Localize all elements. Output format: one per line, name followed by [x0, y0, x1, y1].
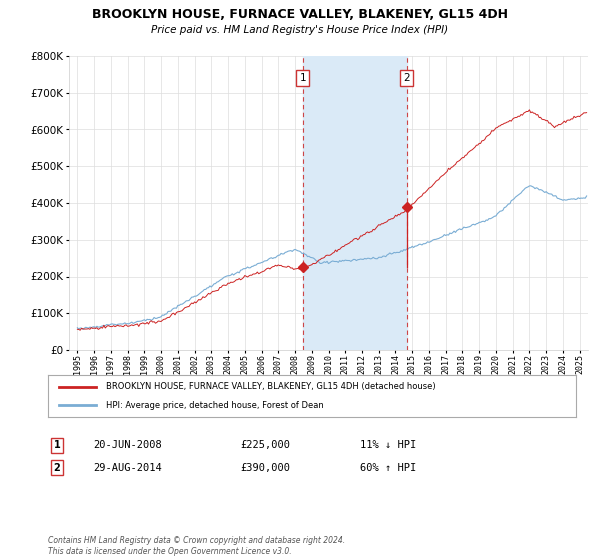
Text: £390,000: £390,000 — [240, 463, 290, 473]
Text: 2: 2 — [403, 73, 410, 83]
Text: 29-AUG-2014: 29-AUG-2014 — [93, 463, 162, 473]
Text: BROOKLYN HOUSE, FURNACE VALLEY, BLAKENEY, GL15 4DH (detached house): BROOKLYN HOUSE, FURNACE VALLEY, BLAKENEY… — [106, 382, 436, 391]
Bar — [303, 56, 407, 350]
Text: HPI: Average price, detached house, Forest of Dean: HPI: Average price, detached house, Fore… — [106, 401, 324, 410]
Text: Contains HM Land Registry data © Crown copyright and database right 2024.
This d: Contains HM Land Registry data © Crown c… — [48, 536, 345, 556]
Text: 60% ↑ HPI: 60% ↑ HPI — [360, 463, 416, 473]
Text: 2: 2 — [53, 463, 61, 473]
Text: £225,000: £225,000 — [240, 440, 290, 450]
Text: 20-JUN-2008: 20-JUN-2008 — [93, 440, 162, 450]
Text: 1: 1 — [299, 73, 306, 83]
Text: 1: 1 — [53, 440, 61, 450]
Text: Price paid vs. HM Land Registry's House Price Index (HPI): Price paid vs. HM Land Registry's House … — [151, 25, 449, 35]
Text: 11% ↓ HPI: 11% ↓ HPI — [360, 440, 416, 450]
Text: BROOKLYN HOUSE, FURNACE VALLEY, BLAKENEY, GL15 4DH: BROOKLYN HOUSE, FURNACE VALLEY, BLAKENEY… — [92, 8, 508, 21]
